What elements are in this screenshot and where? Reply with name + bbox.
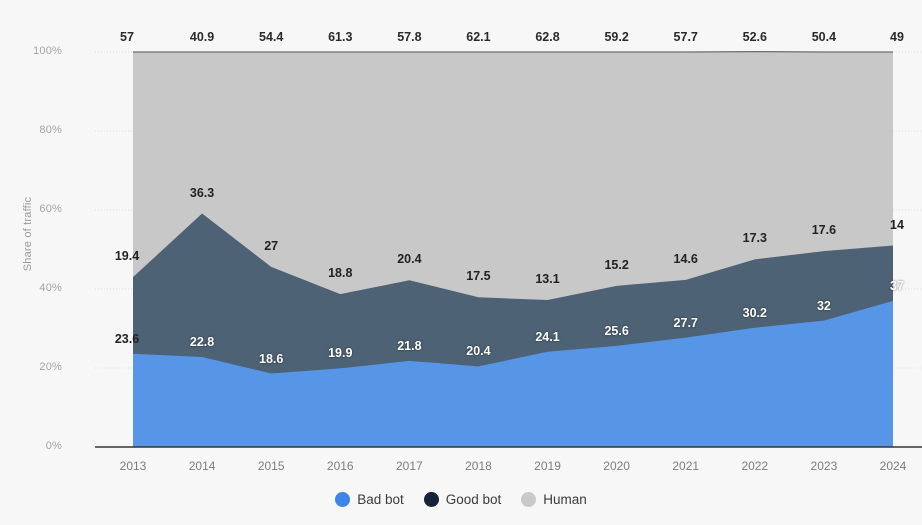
legend-item[interactable]: Good bot bbox=[423, 492, 502, 507]
data-label: 17.5 bbox=[466, 269, 491, 284]
data-label: 30.2 bbox=[742, 305, 767, 320]
data-label: 49 bbox=[890, 30, 904, 44]
y-axis-tick-label: 80% bbox=[39, 124, 62, 136]
y-axis-tick-label: 60% bbox=[39, 203, 62, 215]
data-label: 24.1 bbox=[535, 329, 560, 344]
data-label: 25.6 bbox=[604, 323, 629, 338]
x-axis-tick-label: 2023 bbox=[810, 459, 838, 473]
x-axis-tick-label: 2022 bbox=[741, 459, 769, 473]
data-label: 57 bbox=[120, 30, 134, 44]
data-label: 18.8 bbox=[328, 266, 353, 281]
x-axis-tick-label: 2024 bbox=[879, 459, 907, 473]
legend-item[interactable]: Bad bot bbox=[335, 492, 404, 507]
data-label: 20.4 bbox=[466, 344, 491, 359]
x-axis-tick-label: 2014 bbox=[188, 459, 216, 473]
data-label: 19.4 bbox=[114, 249, 140, 264]
data-label: 36.3 bbox=[189, 185, 215, 200]
data-label: 27 bbox=[264, 238, 279, 253]
data-label: 50.4 bbox=[811, 30, 837, 44]
data-label: 22.8 bbox=[189, 334, 215, 349]
area-bad-bot bbox=[133, 300, 893, 447]
y-axis-tick-label: 40% bbox=[39, 282, 62, 294]
legend-item[interactable]: Human bbox=[521, 492, 587, 507]
data-label: 14 bbox=[890, 217, 904, 232]
data-label: 40.9 bbox=[189, 30, 215, 44]
y-axis-tick-label: 100% bbox=[33, 45, 62, 57]
data-label: 13.1 bbox=[535, 272, 560, 287]
chart-legend: Bad bot Good bot Human bbox=[0, 492, 922, 507]
data-label: 20.4 bbox=[397, 252, 422, 267]
data-label: 61.3 bbox=[328, 30, 353, 44]
x-axis-tick-label: 2013 bbox=[119, 459, 147, 473]
circle-marker-icon bbox=[423, 492, 439, 507]
data-label: 62.8 bbox=[535, 30, 560, 44]
x-axis-tick-label: 2016 bbox=[326, 459, 354, 473]
data-label: 62.1 bbox=[466, 30, 491, 44]
legend-item-label: Good bot bbox=[445, 492, 502, 507]
circle-marker-icon bbox=[521, 492, 537, 507]
data-label: 19.9 bbox=[328, 346, 353, 361]
data-label: 14.6 bbox=[673, 251, 698, 266]
data-label: 57.7 bbox=[673, 30, 698, 44]
data-label: 52.6 bbox=[742, 30, 767, 44]
x-axis-tick-label: 2020 bbox=[603, 459, 630, 473]
y-axis-tick-label: 0% bbox=[45, 440, 62, 452]
data-label: 37 bbox=[890, 278, 904, 293]
x-axis-tick-label: 2015 bbox=[257, 459, 285, 473]
data-label: 21.8 bbox=[397, 338, 422, 353]
data-label: 15.2 bbox=[604, 257, 629, 272]
area-series-group bbox=[133, 51, 893, 447]
y-axis-tick-label: 20% bbox=[39, 361, 62, 373]
data-label: 17.6 bbox=[811, 223, 837, 238]
data-label: 27.7 bbox=[673, 315, 698, 330]
x-axis-tick-label: 2017 bbox=[396, 459, 423, 473]
circle-marker-icon bbox=[335, 492, 351, 507]
data-label: 17.3 bbox=[742, 231, 767, 246]
legend-item-label: Bad bot bbox=[357, 492, 404, 507]
data-label: 59.2 bbox=[604, 30, 629, 44]
data-label: 54.4 bbox=[259, 30, 284, 44]
x-axis-tick-label: 2019 bbox=[534, 459, 561, 473]
legend-item-label: Human bbox=[543, 492, 587, 507]
data-label: 32 bbox=[816, 298, 831, 313]
data-label: 23.6 bbox=[114, 331, 140, 346]
data-label: 57.8 bbox=[397, 30, 422, 44]
x-axis-tick-label: 2018 bbox=[465, 459, 492, 473]
x-axis-tick-label: 2021 bbox=[672, 459, 700, 473]
data-label: 18.6 bbox=[259, 351, 284, 366]
